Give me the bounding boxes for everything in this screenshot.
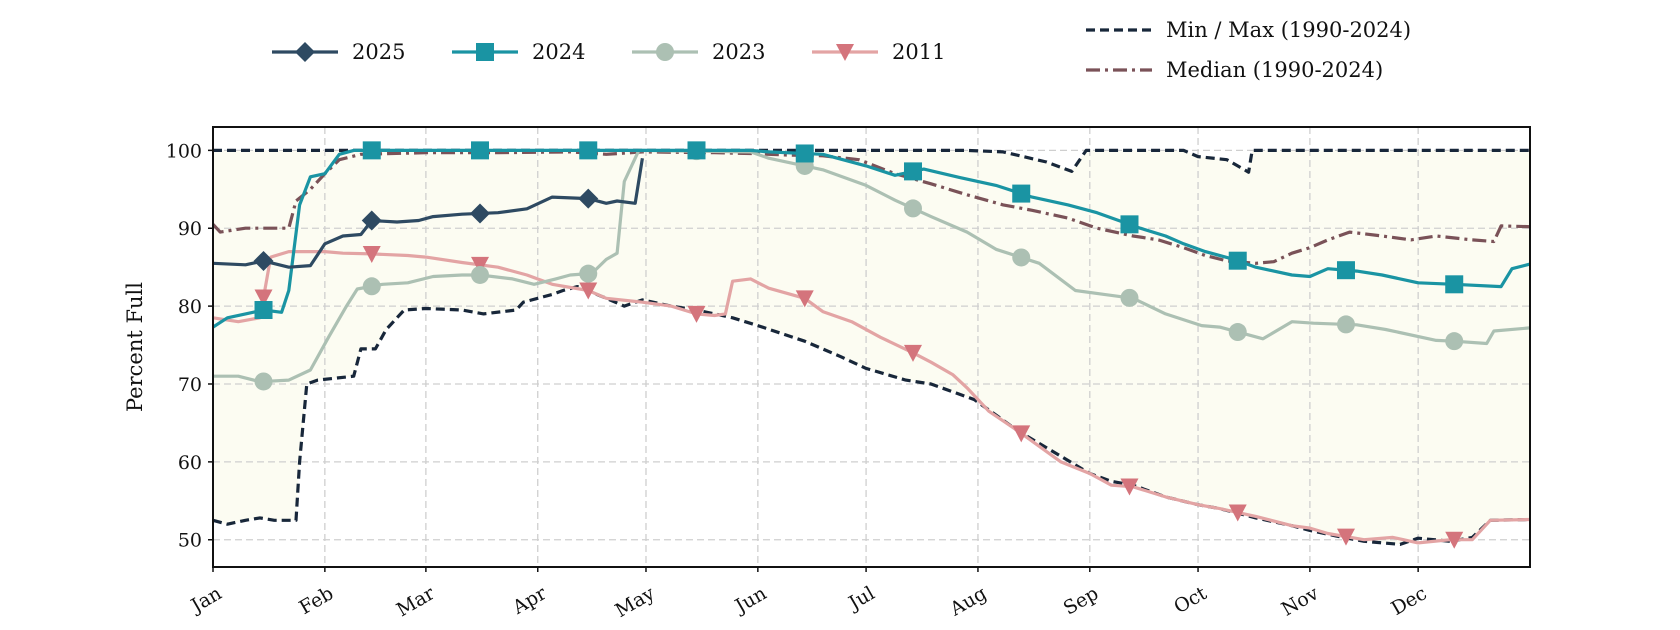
legend-marker bbox=[295, 42, 315, 62]
legend-label: 2011 bbox=[892, 40, 945, 64]
legend-label: Min / Max (1990-2024) bbox=[1166, 18, 1411, 42]
x-tick-label: Dec bbox=[1387, 582, 1430, 620]
x-tick-label: Feb bbox=[296, 582, 338, 619]
marker-2024 bbox=[1445, 275, 1464, 294]
marker-2024 bbox=[1120, 215, 1139, 234]
marker-2023 bbox=[362, 277, 381, 296]
marker-2011 bbox=[1228, 504, 1247, 522]
marker-2011 bbox=[795, 290, 814, 308]
marker-2011 bbox=[1012, 425, 1031, 443]
legend-label: 2025 bbox=[352, 40, 405, 64]
x-tick-label: May bbox=[612, 582, 659, 622]
legend-item-min-max-1990-2024: Min / Max (1990-2024) bbox=[1086, 18, 1411, 42]
marker-2024 bbox=[1012, 184, 1031, 203]
marker-2023 bbox=[903, 199, 922, 218]
series-2024 bbox=[212, 141, 1531, 329]
marker-2025 bbox=[361, 210, 382, 231]
x-tick-label: Jul bbox=[843, 582, 878, 615]
marker-2024 bbox=[471, 141, 490, 160]
y-tick-label: 80 bbox=[178, 296, 202, 318]
marker-2023 bbox=[471, 265, 490, 284]
x-tick-labels: Jan Feb Mar Apr May Jun Jul Aug Sep Oct Nov Dec bbox=[186, 567, 1431, 622]
marker-2023 bbox=[1228, 323, 1247, 342]
y-tick-labels: 50 60 70 80 90 100 bbox=[166, 140, 213, 552]
x-tick-label: Mar bbox=[393, 582, 439, 621]
marker-2025 bbox=[470, 203, 491, 224]
plot-frame bbox=[212, 126, 1531, 568]
x-tick-label: Jan bbox=[186, 582, 226, 618]
x-tick-label: Oct bbox=[1170, 582, 1211, 618]
series-2025 bbox=[212, 157, 644, 271]
marker-2024 bbox=[903, 162, 922, 181]
x-tick-label: Nov bbox=[1278, 582, 1323, 621]
x-tick-label: Apr bbox=[508, 582, 551, 619]
legend-marker bbox=[476, 43, 494, 61]
marker-2024 bbox=[1336, 261, 1355, 280]
series-line-2025 bbox=[212, 157, 644, 269]
y-tick-label: 90 bbox=[178, 218, 202, 240]
marker-2023 bbox=[1120, 288, 1139, 307]
marker-2024 bbox=[795, 144, 814, 163]
marker-2011 bbox=[254, 289, 273, 307]
marker-2024 bbox=[579, 141, 598, 160]
marker-2024 bbox=[687, 141, 706, 160]
marker-2011 bbox=[1445, 531, 1464, 549]
marker-2011 bbox=[1336, 528, 1355, 546]
legend-label: Median (1990-2024) bbox=[1166, 58, 1383, 82]
marker-2011 bbox=[687, 305, 706, 323]
series-2011 bbox=[212, 245, 1531, 549]
y-tick-label: 70 bbox=[178, 374, 202, 396]
legend-item-2023: 2023 bbox=[632, 40, 765, 64]
marker-2024 bbox=[362, 141, 381, 160]
marker-2024 bbox=[254, 301, 273, 320]
legend-marker bbox=[836, 44, 854, 61]
legend-label: 2024 bbox=[532, 40, 585, 64]
marker-2023 bbox=[1012, 248, 1031, 267]
legend-item-2024: 2024 bbox=[452, 40, 585, 64]
marker-2023 bbox=[579, 264, 598, 283]
y-axis-label: Percent Full bbox=[123, 282, 147, 412]
x-tick-label: Sep bbox=[1060, 582, 1103, 619]
marker-2011 bbox=[903, 344, 922, 362]
x-tick-label: Aug bbox=[946, 582, 991, 621]
marker-2023 bbox=[1445, 332, 1464, 351]
series-lines bbox=[211, 141, 1531, 549]
marker-2023 bbox=[1336, 315, 1355, 334]
marker-2011 bbox=[471, 256, 490, 274]
y-tick-label: 60 bbox=[178, 452, 202, 474]
y-tick-label: 50 bbox=[178, 530, 202, 552]
legend-item-2011: 2011 bbox=[812, 40, 945, 64]
series-line-2011 bbox=[212, 250, 1531, 545]
marker-2025 bbox=[578, 188, 599, 209]
marker-2011 bbox=[362, 245, 381, 263]
legend-label: 2023 bbox=[712, 40, 765, 64]
legend-marker bbox=[656, 43, 674, 61]
legend-item-2025: 2025 bbox=[272, 40, 405, 64]
marker-2023 bbox=[254, 372, 273, 391]
marker-2025 bbox=[253, 250, 274, 271]
x-tick-label: Jun bbox=[730, 582, 771, 618]
legend-item-median-1990-2024: Median (1990-2024) bbox=[1086, 58, 1383, 82]
marker-2024 bbox=[1228, 251, 1247, 270]
marker-2011 bbox=[1120, 478, 1139, 496]
y-tick-label: 100 bbox=[166, 140, 202, 162]
legend: 2025 2024 2023 2011 Min / Max (1990-2024) Med… bbox=[272, 18, 1411, 82]
marker-2011 bbox=[579, 282, 598, 300]
